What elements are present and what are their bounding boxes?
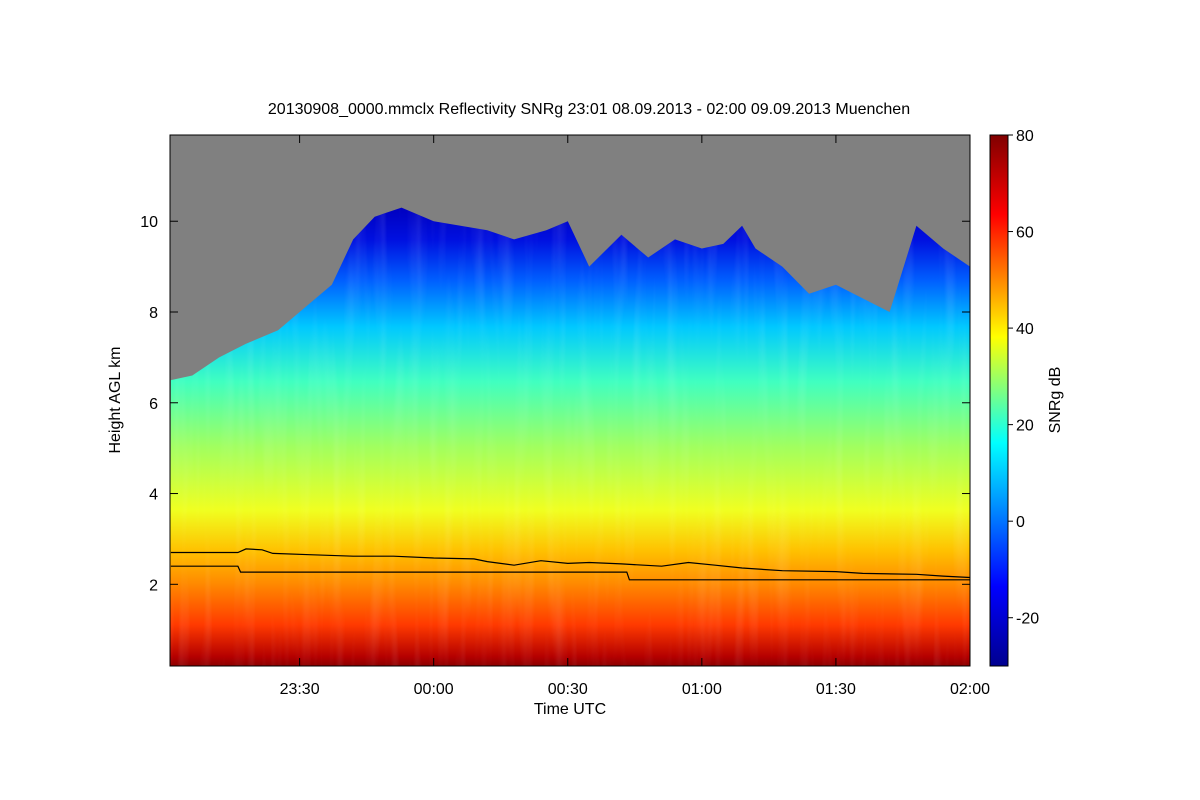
x-tick-label: 00:30 bbox=[548, 681, 588, 698]
colorbar-tick-label: 20 bbox=[1016, 418, 1034, 435]
plot-area bbox=[170, 135, 970, 666]
colorbar-tick-label: 40 bbox=[1016, 321, 1034, 338]
y-tick-label: 2 bbox=[149, 577, 158, 594]
x-tick-label: 23:30 bbox=[280, 681, 320, 698]
x-tick-label: 00:00 bbox=[414, 681, 454, 698]
x-tick-label: 01:00 bbox=[682, 681, 722, 698]
plot-frame bbox=[169, 134, 971, 667]
chart-title: 20130908_0000.mmclx Reflectivity SNRg 23… bbox=[268, 101, 910, 118]
colorbar bbox=[989, 134, 1009, 667]
upper-boundary-line bbox=[170, 548, 970, 579]
colorbar-tick-label: 80 bbox=[1016, 128, 1034, 145]
lower-boundary-line bbox=[170, 565, 970, 581]
y-tick-label: 8 bbox=[149, 305, 158, 322]
y-tick-label: 6 bbox=[149, 396, 158, 413]
boundary-lines bbox=[170, 548, 970, 581]
x-tick-label: 01:30 bbox=[816, 681, 856, 698]
colorbar-tick-label: 0 bbox=[1016, 514, 1025, 531]
y-axis: 2 4 6 8 10 bbox=[140, 214, 970, 594]
colorbar-tick-label: -20 bbox=[1016, 611, 1039, 628]
y-axis-label: Height AGL km bbox=[107, 346, 124, 453]
colorbar-label: SNRg dB bbox=[1047, 367, 1064, 434]
colorbar-ticks: -20 0 20 40 60 80 bbox=[1008, 128, 1039, 628]
y-tick-label: 4 bbox=[149, 487, 158, 504]
x-axis-label: Time UTC bbox=[534, 701, 606, 718]
x-axis: 23:30 00:00 00:30 01:00 01:30 02:00 bbox=[280, 135, 990, 698]
x-tick-label: 02:00 bbox=[950, 681, 990, 698]
reflectivity-texture bbox=[170, 207, 970, 666]
colorbar-tick-label: 60 bbox=[1016, 225, 1034, 242]
y-tick-label: 10 bbox=[140, 214, 158, 231]
